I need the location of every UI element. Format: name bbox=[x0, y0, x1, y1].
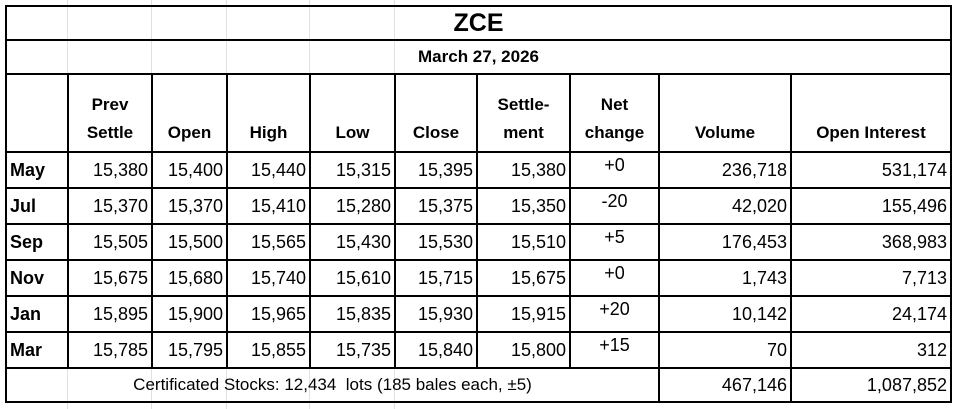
cell-net-change: +0 bbox=[569, 151, 660, 189]
header-close: Close bbox=[394, 73, 478, 153]
cell-volume: 236,718 bbox=[658, 151, 792, 189]
total-volume: 467,146 bbox=[658, 367, 792, 403]
table-row: Jan 15,895 15,900 15,965 15,835 15,930 15,915 +… bbox=[5, 295, 952, 333]
cell-settlement: 15,915 bbox=[476, 295, 571, 333]
cell-high: 15,740 bbox=[226, 259, 311, 297]
certificated-stocks-note: Certificated Stocks: 12,434 lots (185 ba… bbox=[5, 367, 660, 403]
cell-open: 15,370 bbox=[151, 187, 228, 225]
cell-volume: 70 bbox=[658, 331, 792, 369]
cell-volume: 176,453 bbox=[658, 223, 792, 261]
cell-close: 15,840 bbox=[394, 331, 478, 369]
cell-settlement: 15,510 bbox=[476, 223, 571, 261]
cell-low: 15,430 bbox=[309, 223, 396, 261]
cell-net-change: +15 bbox=[569, 331, 660, 369]
total-open-interest: 1,087,852 bbox=[790, 367, 952, 403]
header-high: High bbox=[226, 73, 311, 153]
cell-open-interest: 24,174 bbox=[790, 295, 952, 333]
cell-net-change: +0 bbox=[569, 259, 660, 297]
cell-net-change: +20 bbox=[569, 295, 660, 333]
cell-high: 15,440 bbox=[226, 151, 311, 189]
cell-open: 15,900 bbox=[151, 295, 228, 333]
header-open: Open bbox=[151, 73, 228, 153]
cell-high: 15,965 bbox=[226, 295, 311, 333]
cell-settlement: 15,350 bbox=[476, 187, 571, 225]
cell-prev-settle: 15,675 bbox=[67, 259, 153, 297]
table-row: Sep 15,505 15,500 15,565 15,430 15,530 15,510 +… bbox=[5, 223, 952, 261]
cell-month: Jul bbox=[5, 187, 69, 225]
cell-settlement: 15,675 bbox=[476, 259, 571, 297]
header-open-interest: Open Interest bbox=[790, 73, 952, 153]
cell-month: Sep bbox=[5, 223, 69, 261]
cell-open: 15,795 bbox=[151, 331, 228, 369]
cell-open-interest: 312 bbox=[790, 331, 952, 369]
cell-prev-settle: 15,895 bbox=[67, 295, 153, 333]
cell-month: Nov bbox=[5, 259, 69, 297]
cell-prev-settle: 15,370 bbox=[67, 187, 153, 225]
table-row: Mar 15,785 15,795 15,855 15,735 15,840 15,800 +… bbox=[5, 331, 952, 369]
header-settlement: Settle-ment bbox=[476, 73, 571, 153]
cell-close: 15,375 bbox=[394, 187, 478, 225]
cell-low: 15,280 bbox=[309, 187, 396, 225]
header-low: Low bbox=[309, 73, 396, 153]
cell-open-interest: 368,983 bbox=[790, 223, 952, 261]
cell-high: 15,565 bbox=[226, 223, 311, 261]
cell-high: 15,855 bbox=[226, 331, 311, 369]
cell-low: 15,315 bbox=[309, 151, 396, 189]
footer-row: Certificated Stocks: 12,434 lots (185 ba… bbox=[5, 367, 952, 403]
cell-open-interest: 7,713 bbox=[790, 259, 952, 297]
cell-net-change: -20 bbox=[569, 187, 660, 225]
header-prev-settle: Prev Settle bbox=[67, 73, 153, 153]
table-title: ZCE bbox=[5, 5, 952, 41]
cell-open-interest: 531,174 bbox=[790, 151, 952, 189]
cell-month: May bbox=[5, 151, 69, 189]
table-row: Nov 15,675 15,680 15,740 15,610 15,715 15,675 +… bbox=[5, 259, 952, 297]
cell-prev-settle: 15,785 bbox=[67, 331, 153, 369]
cell-month: Mar bbox=[5, 331, 69, 369]
cell-close: 15,930 bbox=[394, 295, 478, 333]
cell-settlement: 15,380 bbox=[476, 151, 571, 189]
table-date: March 27, 2026 bbox=[5, 39, 952, 75]
cell-volume: 1,743 bbox=[658, 259, 792, 297]
cell-low: 15,610 bbox=[309, 259, 396, 297]
cell-net-change: +5 bbox=[569, 223, 660, 261]
cell-close: 15,715 bbox=[394, 259, 478, 297]
table-row: May 15,380 15,400 15,440 15,315 15,395 15,380 +… bbox=[5, 151, 952, 189]
cell-open-interest: 155,496 bbox=[790, 187, 952, 225]
header-net-change: Net change bbox=[569, 73, 660, 153]
cell-volume: 10,142 bbox=[658, 295, 792, 333]
cell-low: 15,735 bbox=[309, 331, 396, 369]
header-volume: Volume bbox=[658, 73, 792, 153]
zce-quotes-table: ZCE March 27, 2026 Prev Settle Open High … bbox=[5, 5, 952, 403]
cell-prev-settle: 15,505 bbox=[67, 223, 153, 261]
cell-close: 15,530 bbox=[394, 223, 478, 261]
cell-open: 15,400 bbox=[151, 151, 228, 189]
cell-settlement: 15,800 bbox=[476, 331, 571, 369]
cell-prev-settle: 15,380 bbox=[67, 151, 153, 189]
header-month bbox=[5, 73, 69, 153]
cell-open: 15,680 bbox=[151, 259, 228, 297]
cell-volume: 42,020 bbox=[658, 187, 792, 225]
cell-month: Jan bbox=[5, 295, 69, 333]
cell-close: 15,395 bbox=[394, 151, 478, 189]
cell-low: 15,835 bbox=[309, 295, 396, 333]
table-row: Jul 15,370 15,370 15,410 15,280 15,375 15,350-… bbox=[5, 187, 952, 225]
header-row: Prev Settle Open High Low Close Settle-me… bbox=[5, 73, 952, 153]
cell-high: 15,410 bbox=[226, 187, 311, 225]
cell-open: 15,500 bbox=[151, 223, 228, 261]
